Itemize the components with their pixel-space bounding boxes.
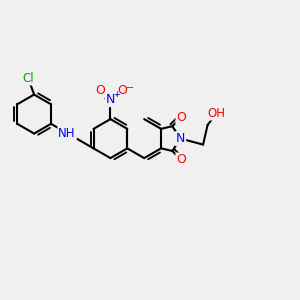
- Text: −: −: [126, 82, 134, 93]
- Text: Cl: Cl: [22, 72, 34, 85]
- Text: N: N: [176, 132, 185, 145]
- Text: OH: OH: [208, 106, 226, 120]
- Text: O: O: [118, 84, 127, 97]
- Text: O: O: [176, 111, 186, 124]
- Text: N: N: [106, 93, 115, 106]
- Text: NH: NH: [58, 127, 76, 140]
- Text: +: +: [114, 90, 120, 99]
- Text: O: O: [95, 84, 105, 97]
- Text: O: O: [176, 154, 186, 166]
